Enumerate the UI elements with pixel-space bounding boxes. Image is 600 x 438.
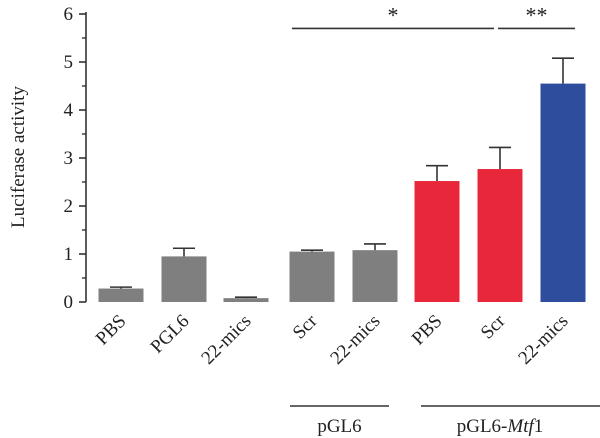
y-axis: 0 1 2 3 4 5 6	[64, 4, 87, 313]
category-label: PGL6	[147, 311, 194, 358]
category-label: 22-mics	[197, 311, 255, 369]
y-tick-label: 0	[64, 292, 74, 313]
bar	[98, 288, 144, 302]
y-tick-label: 2	[64, 196, 74, 217]
y-tick-label: 4	[64, 100, 74, 121]
bar	[352, 250, 398, 302]
significance-annotations: * **	[292, 2, 575, 30]
bar	[414, 181, 460, 302]
y-tick-label: 6	[64, 4, 74, 25]
category-label: PBS	[92, 311, 131, 350]
bar	[161, 256, 207, 302]
y-tick-label: 5	[64, 52, 74, 73]
y-tick-label: 3	[64, 148, 74, 169]
category-label: 22-mics	[326, 311, 384, 369]
group-labels: pGL6 pGL6-Mtf1	[290, 405, 600, 437]
y-axis-label: Luciferase activity	[8, 86, 29, 228]
group-label: pGL6-Mtf1	[457, 416, 544, 437]
category-label: Scr	[477, 310, 510, 343]
category-label: 22-mics	[514, 311, 572, 369]
category-label: Scr	[289, 310, 322, 343]
category-label: PBS	[408, 311, 447, 350]
y-tick-label: 1	[64, 244, 74, 265]
bar	[540, 83, 586, 302]
group-label: pGL6	[317, 416, 361, 437]
bar	[289, 251, 335, 302]
bar	[223, 298, 269, 302]
significance-label: *	[388, 2, 399, 27]
bar	[477, 169, 523, 302]
bars	[98, 57, 586, 302]
significance-label: **	[526, 2, 548, 27]
category-labels: PBS PGL6 22-mics Scr 22-mics PBS Scr 22-mics	[92, 310, 573, 369]
